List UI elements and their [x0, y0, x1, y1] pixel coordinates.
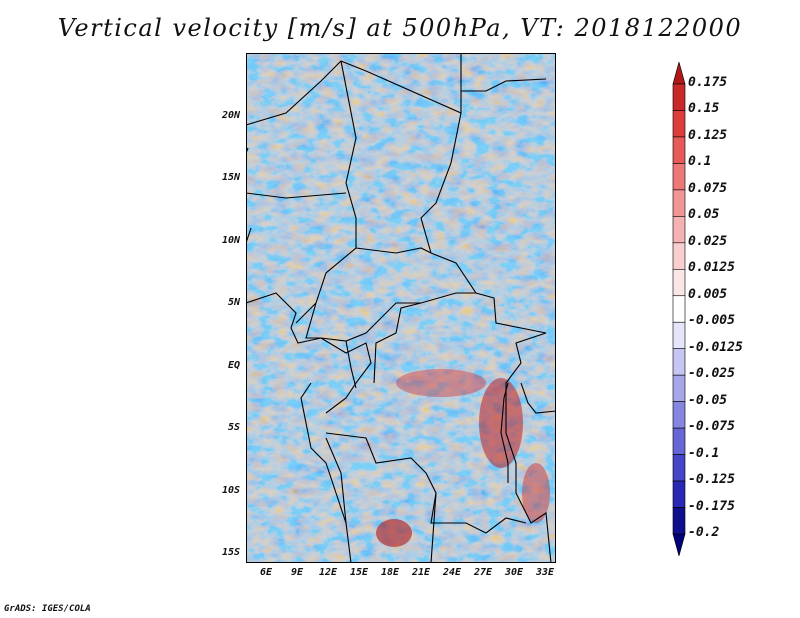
- lat-label-eq: EQ: [227, 360, 240, 371]
- ascent-zone-south: [376, 519, 412, 547]
- lat-label-15n: 15N: [221, 172, 240, 183]
- colorbar-cell: [672, 216, 686, 244]
- colorbar-cell: [672, 348, 686, 376]
- colorbar-cell: [672, 163, 686, 191]
- colorbar-label: -0.0125: [688, 339, 743, 355]
- colorbar-label: 0.125: [688, 127, 728, 143]
- ascent-zone-lake: [522, 463, 550, 523]
- lon-label-33e: 33E: [535, 567, 555, 578]
- colorbar-cell: [672, 136, 686, 164]
- lon-label-30e: 30E: [504, 567, 524, 578]
- lat-label-20n: 20N: [221, 110, 240, 121]
- lat-label-5s: 5S: [227, 422, 240, 433]
- lon-label-15e: 15E: [349, 567, 369, 578]
- colorbar-cell: [672, 110, 686, 138]
- colorbar-label: 0.005: [688, 286, 728, 302]
- colorbar-cell: [672, 401, 686, 429]
- colorbar-label: -0.125: [688, 472, 735, 488]
- colorbar-cell: [672, 268, 686, 297]
- colorbar-cell: [672, 62, 686, 85]
- colorbar-label: -0.025: [688, 366, 735, 382]
- lon-label-6e: 6E: [259, 567, 273, 578]
- colorbar-cell: [672, 533, 686, 556]
- lon-label-27e: 27E: [473, 567, 493, 578]
- colorbar: [672, 62, 686, 556]
- lon-label-9e: 9E: [290, 567, 304, 578]
- grads-credit: GrADS: IGES/COLA: [4, 604, 91, 614]
- lon-label-18e: 18E: [380, 567, 400, 578]
- lat-label-10s: 10S: [221, 485, 240, 496]
- colorbar-cell: [672, 480, 686, 508]
- vertical-velocity-map: [246, 53, 556, 563]
- colorbar-label: -0.1: [688, 445, 720, 461]
- colorbar-cell: [672, 295, 686, 323]
- colorbar-label: 0.15: [688, 101, 720, 117]
- map-title: Vertical velocity [m/s] at 500hPa, VT: 2…: [57, 14, 743, 42]
- lon-label-21e: 21E: [411, 567, 431, 578]
- colorbar-label: -0.05: [688, 392, 728, 408]
- lon-label-24e: 24E: [442, 567, 462, 578]
- colorbar-cell: [672, 427, 686, 455]
- colorbar-cell: [672, 242, 686, 270]
- lat-label-15s: 15S: [221, 547, 240, 558]
- lat-label-10n: 10N: [221, 235, 240, 246]
- colorbar-cell: [672, 189, 686, 217]
- colorbar-cell: [672, 374, 686, 402]
- colorbar-label: -0.005: [688, 313, 735, 329]
- ascent-zone-east: [479, 378, 523, 468]
- colorbar-label: 0.075: [688, 180, 728, 196]
- country-borders: [246, 53, 556, 563]
- map-frame: [246, 53, 556, 563]
- map-panel: [246, 53, 556, 563]
- colorbar-label: -0.175: [688, 498, 735, 514]
- colorbar-label: 0.0125: [688, 260, 735, 276]
- colorbar-cell: [672, 454, 686, 482]
- colorbar-label: 0.025: [688, 233, 728, 249]
- colorbar-label: -0.2: [688, 525, 720, 540]
- lat-label-5n: 5N: [227, 297, 240, 308]
- colorbar-label: 0.05: [688, 207, 720, 223]
- colorbar-label: 0.175: [688, 75, 728, 90]
- ascent-zone-central: [396, 369, 486, 397]
- colorbar-label: 0.1: [688, 154, 712, 170]
- colorbar-cell: [672, 507, 686, 535]
- lon-label-12e: 12E: [318, 567, 338, 578]
- colorbar-cell: [672, 321, 686, 350]
- colorbar-cell: [672, 83, 686, 111]
- colorbar-label: -0.075: [688, 419, 735, 435]
